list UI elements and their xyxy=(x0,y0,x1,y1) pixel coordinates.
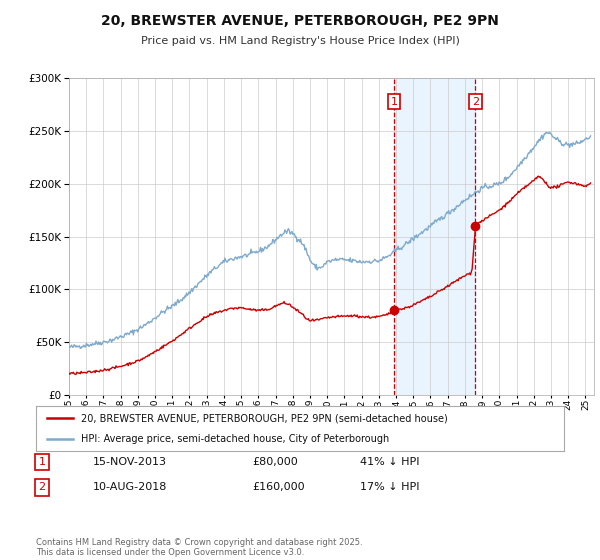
Text: Price paid vs. HM Land Registry's House Price Index (HPI): Price paid vs. HM Land Registry's House … xyxy=(140,36,460,46)
Bar xyxy=(394,78,475,395)
Text: 1: 1 xyxy=(391,97,397,106)
Text: 2: 2 xyxy=(38,482,46,492)
Text: 2: 2 xyxy=(472,97,479,106)
Text: 41% ↓ HPI: 41% ↓ HPI xyxy=(360,457,419,467)
Text: Contains HM Land Registry data © Crown copyright and database right 2025.
This d: Contains HM Land Registry data © Crown c… xyxy=(36,538,362,557)
Text: 1: 1 xyxy=(38,457,46,467)
Text: £160,000: £160,000 xyxy=(252,482,305,492)
Text: HPI: Average price, semi-detached house, City of Peterborough: HPI: Average price, semi-detached house,… xyxy=(81,433,389,444)
Text: 15-NOV-2013: 15-NOV-2013 xyxy=(93,457,167,467)
Text: 20, BREWSTER AVENUE, PETERBOROUGH, PE2 9PN: 20, BREWSTER AVENUE, PETERBOROUGH, PE2 9… xyxy=(101,14,499,28)
Text: 20, BREWSTER AVENUE, PETERBOROUGH, PE2 9PN (semi-detached house): 20, BREWSTER AVENUE, PETERBOROUGH, PE2 9… xyxy=(81,413,448,423)
Text: 17% ↓ HPI: 17% ↓ HPI xyxy=(360,482,419,492)
Text: 10-AUG-2018: 10-AUG-2018 xyxy=(93,482,167,492)
Text: £80,000: £80,000 xyxy=(252,457,298,467)
